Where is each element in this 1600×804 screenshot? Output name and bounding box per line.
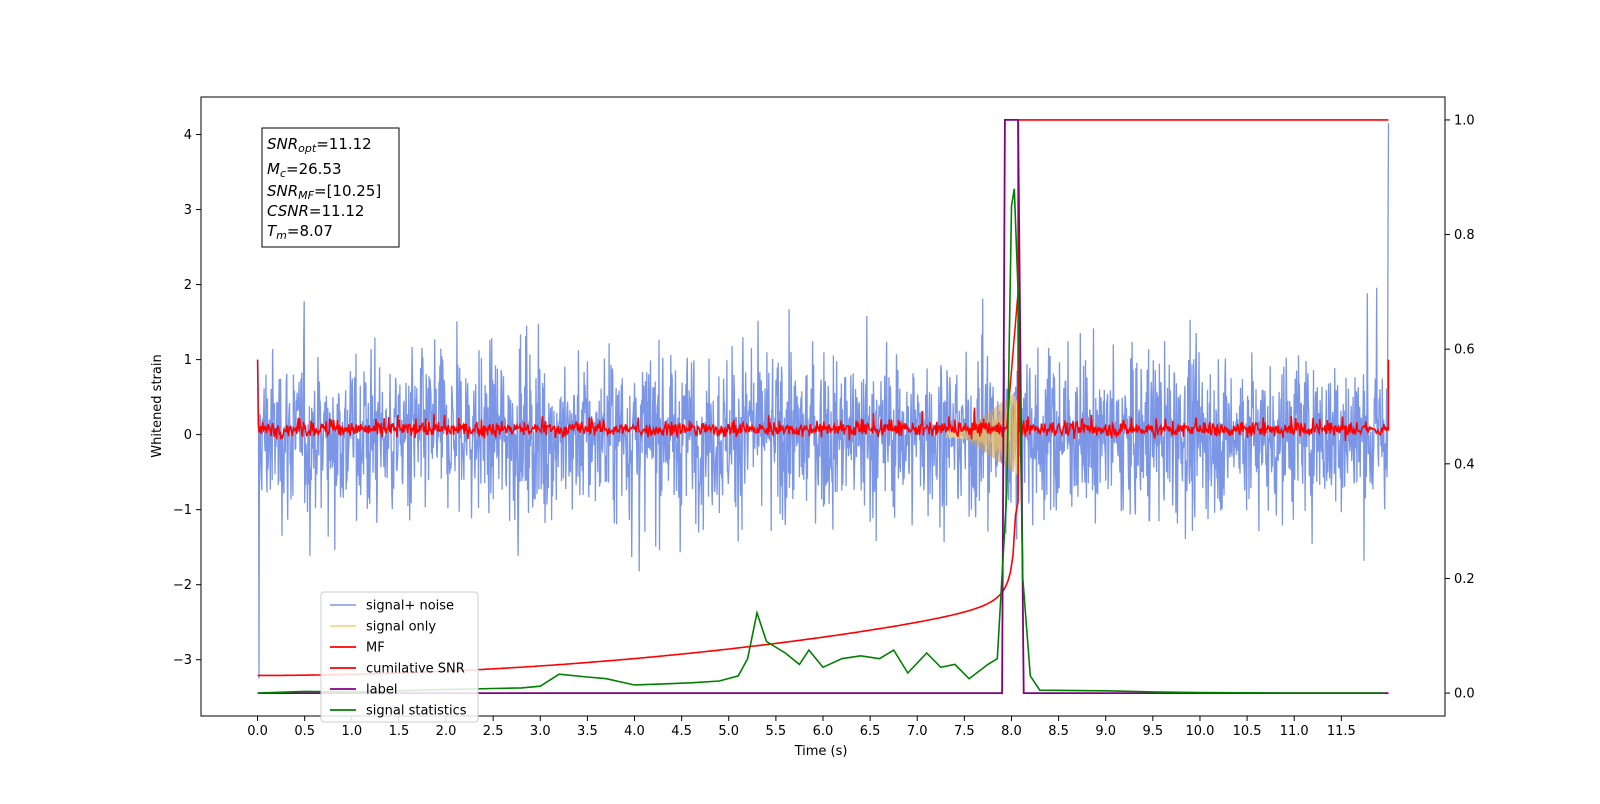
y-left-tick-label: −1 (173, 503, 192, 518)
series-signal-statistics-line (257, 188, 1384, 694)
x-tick-label: 5.0 (718, 724, 739, 739)
x-tick-label: 10.0 (1185, 724, 1214, 739)
y-right-tick-label: 0.0 (1454, 687, 1475, 702)
x-tick-label: 11.5 (1327, 724, 1356, 739)
info-mc: Mc=26.53 (267, 160, 342, 180)
x-tick-label: 11.0 (1280, 724, 1309, 739)
y-right-tick-label: 0.4 (1454, 457, 1475, 472)
x-tick-label: 3.5 (577, 724, 598, 739)
y-left-tick-label: 0 (184, 428, 192, 443)
y-axis-left: −3 −2 −1 0 1 2 3 4 (173, 128, 201, 668)
y-left-tick-label: −2 (173, 578, 192, 593)
x-axis: 0.0 0.5 1.0 1.5 2.0 2.5 3.0 3.5 4.0 4.5 5.0 5.5 6.0 6… (247, 716, 1356, 739)
legend-label: signal+ noise (366, 599, 454, 614)
x-tick-label: 0.0 (247, 724, 268, 739)
x-tick-label: 10.5 (1233, 724, 1262, 739)
x-tick-label: 2.5 (483, 724, 504, 739)
y-left-tick-label: 3 (184, 203, 192, 218)
info-snr-opt: SNRopt=11.12 (267, 135, 372, 155)
y-axis-right: 0.0 0.2 0.4 0.6 0.8 1.0 (1445, 113, 1475, 702)
legend-frame (320, 591, 479, 723)
y-right-tick-label: 1.0 (1454, 113, 1475, 128)
x-tick-label: 1.5 (389, 724, 410, 739)
x-axis-label: Time (s) (794, 744, 848, 759)
y-right-tick-label: 0.2 (1454, 572, 1475, 587)
y-left-tick-label: 4 (184, 128, 192, 143)
y-left-tick-label: 1 (184, 353, 192, 368)
legend-label: cumilative SNR (366, 662, 465, 677)
info-box-frame (261, 127, 400, 248)
data-layer (256, 119, 1390, 694)
y-axis-label: Whitened strain (150, 354, 165, 457)
x-tick-label: 9.0 (1095, 724, 1116, 739)
x-tick-label: 2.0 (436, 724, 457, 739)
legend: signal+ noise signal only MF cumilative SNR… (320, 591, 479, 723)
legend-label: label (366, 683, 397, 698)
x-tick-label: 3.0 (530, 724, 551, 739)
legend-label: signal only (366, 620, 436, 635)
x-tick-label: 8.0 (1001, 724, 1022, 739)
x-tick-label: 4.0 (624, 724, 645, 739)
x-tick-label: 4.5 (671, 724, 692, 739)
info-csnr: CSNR=11.12 (267, 202, 364, 220)
x-tick-label: 7.0 (907, 724, 928, 739)
x-tick-label: 7.5 (954, 724, 975, 739)
info-box: SNRopt=11.12 Mc=26.53 SNRMF=[10.25] CSNR… (261, 127, 400, 248)
x-tick-label: 0.5 (294, 724, 315, 739)
series-label-line (257, 119, 1389, 694)
x-tick-label: 1.0 (341, 724, 362, 739)
x-tick-label: 5.5 (766, 724, 787, 739)
legend-label: signal statistics (366, 704, 467, 719)
x-tick-label: 6.0 (813, 724, 834, 739)
legend-label: MF (366, 641, 385, 656)
y-right-tick-label: 0.6 (1454, 343, 1475, 358)
x-tick-label: 8.5 (1048, 724, 1069, 739)
info-snr-mf: SNRMF=[10.25] (267, 182, 381, 202)
series-mf-line (256, 289, 1390, 442)
x-tick-label: 9.5 (1143, 724, 1164, 739)
x-tick-label: 6.5 (860, 724, 881, 739)
y-right-tick-label: 0.8 (1454, 228, 1475, 243)
y-left-tick-label: 2 (184, 278, 192, 293)
info-tm: Tm=8.07 (267, 222, 333, 242)
y-left-tick-label: −3 (173, 653, 192, 668)
